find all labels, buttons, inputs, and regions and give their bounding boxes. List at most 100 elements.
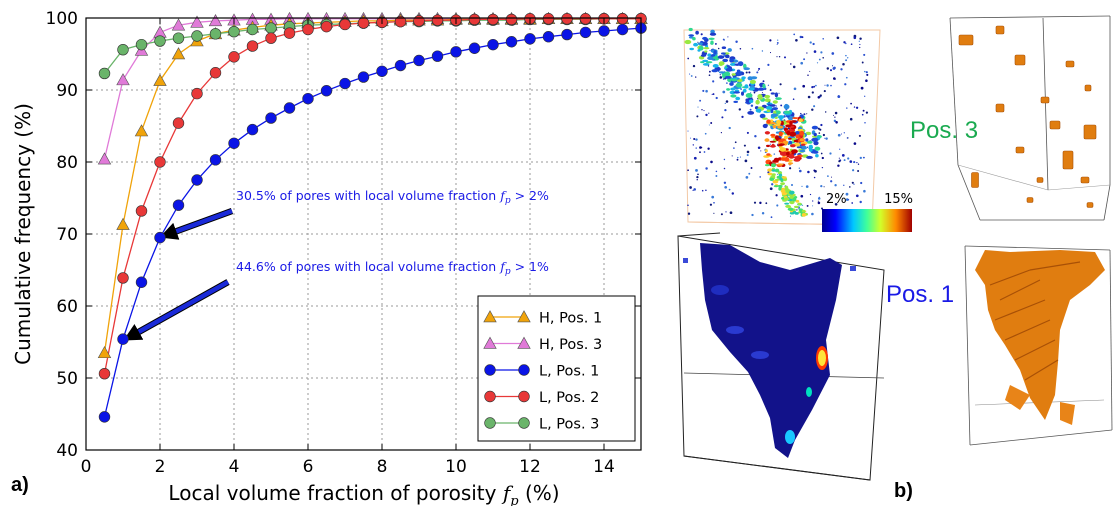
pore-point [772,107,778,111]
pore-point [771,163,776,168]
pore-point [697,42,703,46]
pore-point [729,58,734,63]
pore-point [862,156,865,159]
pore-point [725,100,729,103]
pore-point [755,108,762,113]
panel-b-label: b) [894,480,913,502]
pore-point [770,92,775,95]
pore-point [776,43,778,45]
pore-point [829,69,833,72]
pore-point [717,55,725,59]
pore-point [832,67,836,70]
pore-point [695,147,697,149]
pore-point [771,169,776,172]
pore-point [757,94,763,99]
orange-pore-blob [1040,96,1050,104]
pore-point [770,113,778,118]
pore-point [696,179,698,181]
pore-point [819,128,822,131]
pore-point [719,74,721,76]
orange-pore-render-pos3 [949,15,1111,221]
pore-point [789,121,793,126]
pore-point [775,131,780,134]
pore-point [792,197,797,202]
pore-point [846,137,849,139]
pore-point [843,132,845,134]
data-point-l-pos-1 [450,46,462,58]
pore-point [731,155,733,157]
pore-point [687,204,689,207]
pore-point [757,146,761,149]
pore-point [844,83,847,86]
pore-point [859,43,861,46]
pore-point [814,146,821,151]
pore-point [710,122,713,124]
pore-point [722,90,726,94]
pore-point [745,93,753,98]
pore-point [723,167,726,170]
data-point-l-pos-1 [579,26,592,39]
data-point-l-pos-2 [135,205,148,217]
pore-point [769,177,775,181]
pore-point [700,54,707,57]
blue-pore-volume [700,243,842,458]
pore-point [830,176,833,178]
pore-point [843,41,846,44]
y-tick-label: 40 [56,441,78,461]
pore-point [862,109,865,112]
pore-point [840,68,843,71]
pore-point [849,160,853,163]
pore-point [761,50,764,52]
pore-point [724,75,732,79]
data-point-l-pos-1 [431,50,444,62]
pore-point [820,51,823,54]
data-point-h-pos-3 [116,73,130,86]
pore-point [806,155,813,159]
pore-point [757,87,765,91]
pore-point [692,144,695,146]
pore-point [743,144,746,147]
pore-point [710,40,714,45]
pore-point [845,192,849,196]
pore-point [709,32,717,36]
pore-point [767,172,773,176]
pore-point [806,52,808,54]
pore-point [792,117,799,120]
pore-point [714,42,717,45]
pore-point [799,149,806,153]
y-tick-label: 90 [56,81,78,101]
pore-point [748,71,751,74]
pore-point [744,84,749,89]
legend-marker [517,336,531,349]
pore-point [792,65,796,69]
pore-point [788,140,793,145]
pore-point [688,27,693,32]
pore-point [729,82,734,86]
pore-point [856,161,858,164]
pore-point [723,181,727,184]
data-point-l-pos-2 [209,67,222,79]
pore-point [701,109,703,111]
pore-point [684,39,692,45]
annotation-arrows [123,207,234,341]
pore-point [693,42,699,47]
data-point-l-pos-1 [228,137,240,149]
pore-point [764,138,770,142]
pore-point [853,161,856,164]
data-point-l-pos-3 [172,32,185,44]
pore-point [803,113,806,116]
pore-point [784,185,789,190]
legend-label: H, Pos. 1 [539,311,602,327]
pore-point [777,125,784,129]
pore-point [808,144,813,149]
panel-a-label: a) [11,474,29,496]
pore-point [783,110,791,114]
data-point-l-pos-1 [524,33,536,45]
pore-point [731,78,738,82]
pore-point [692,64,696,68]
pore-point [750,104,754,107]
pore-point [767,168,773,172]
pore-point [813,50,817,53]
data-point-h-pos-1 [171,47,186,60]
annotation-text: 44.6% of pores with local volume fractio… [236,259,549,277]
